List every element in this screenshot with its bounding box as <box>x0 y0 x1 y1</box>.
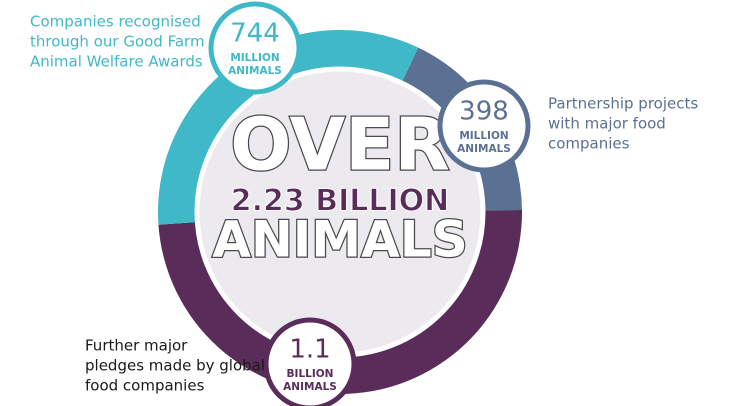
badge-unit: ANIMALS <box>228 65 282 77</box>
badge-unit: ANIMALS <box>283 381 337 393</box>
badge-unit: MILLION <box>230 52 279 64</box>
badge <box>208 1 302 95</box>
badge <box>437 79 531 173</box>
segment-description: Further major <box>85 337 188 355</box>
badge-value: 1.1 <box>289 335 330 365</box>
badge-unit: MILLION <box>459 130 508 142</box>
segment-description: with major food <box>548 115 666 133</box>
segment-description: companies <box>548 135 630 153</box>
badge-unit: BILLION <box>287 368 334 380</box>
segment-description: Partnership projects <box>548 95 698 113</box>
donut-segment <box>158 210 523 394</box>
segment-description: pledges made by global <box>85 357 265 375</box>
headline-animals: ANIMALS <box>212 211 467 269</box>
headline-total: 2.23 BILLION <box>231 184 450 219</box>
badge-unit: ANIMALS <box>457 143 511 155</box>
segment-description: Companies recognised <box>30 13 201 31</box>
segment-description: food companies <box>85 377 205 395</box>
badge-value: 744 <box>230 19 280 49</box>
badge <box>263 317 357 406</box>
badge-value: 398 <box>459 97 509 127</box>
headline-over: OVER <box>230 103 450 187</box>
segment-description: through our Good Farm <box>30 33 205 51</box>
segment-description: Animal Welfare Awards <box>30 53 203 71</box>
